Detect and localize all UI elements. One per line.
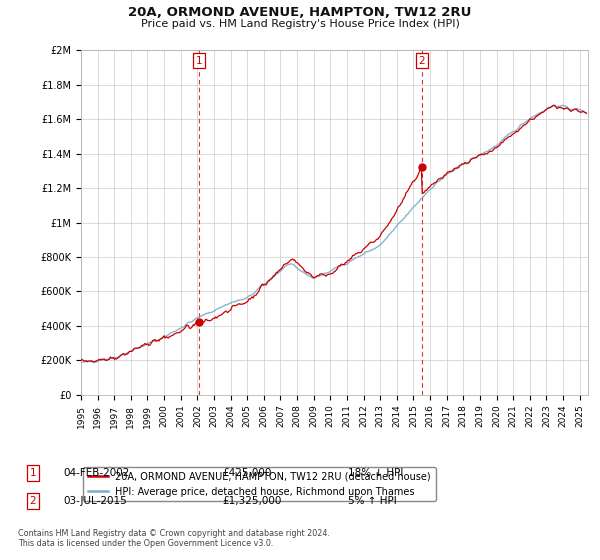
Text: 04-FEB-2002: 04-FEB-2002 [63,468,130,478]
Text: 1: 1 [29,468,37,478]
Text: 1: 1 [196,55,202,66]
Legend: 20A, ORMOND AVENUE, HAMPTON, TW12 2RU (detached house), HPI: Average price, deta: 20A, ORMOND AVENUE, HAMPTON, TW12 2RU (d… [83,467,436,501]
Text: 03-JUL-2015: 03-JUL-2015 [63,496,127,506]
Text: 2: 2 [29,496,37,506]
Text: 20A, ORMOND AVENUE, HAMPTON, TW12 2RU: 20A, ORMOND AVENUE, HAMPTON, TW12 2RU [128,6,472,18]
Text: Contains HM Land Registry data © Crown copyright and database right 2024.: Contains HM Land Registry data © Crown c… [18,529,330,538]
Text: £1,325,000: £1,325,000 [222,496,281,506]
Text: £425,000: £425,000 [222,468,271,478]
Text: 5% ↑ HPI: 5% ↑ HPI [348,496,397,506]
Text: 18% ↓ HPI: 18% ↓ HPI [348,468,403,478]
Text: This data is licensed under the Open Government Licence v3.0.: This data is licensed under the Open Gov… [18,539,274,548]
Text: 2: 2 [418,55,425,66]
Text: Price paid vs. HM Land Registry's House Price Index (HPI): Price paid vs. HM Land Registry's House … [140,19,460,29]
